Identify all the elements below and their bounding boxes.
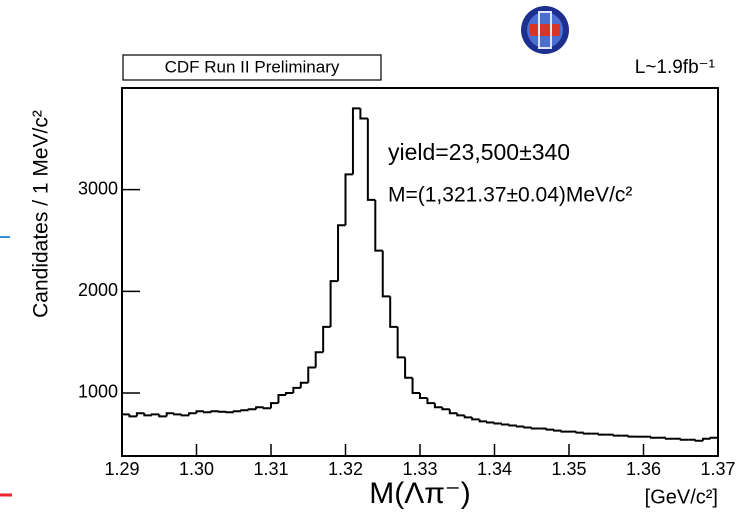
histogram-bin (523, 426, 532, 429)
histogram-bin (195, 410, 204, 414)
histogram-bin (627, 435, 637, 438)
histogram-bin (560, 430, 569, 433)
histogram-bin (121, 413, 130, 456)
histogram-bin (277, 394, 286, 404)
histogram-bin (471, 417, 480, 421)
logo (521, 6, 569, 54)
histogram-bin (307, 366, 316, 383)
histogram-bin (284, 391, 294, 396)
histogram-bin (396, 326, 406, 359)
histogram-bin (404, 357, 413, 379)
histogram-bin (709, 436, 718, 439)
x-tick-label: 1.30 (179, 459, 214, 479)
label-box-text: CDF Run II Preliminary (165, 57, 340, 76)
histogram-bin (314, 351, 324, 368)
x-tick-label: 1.29 (104, 459, 139, 479)
histogram-bin (173, 413, 182, 416)
histogram-bin (366, 118, 376, 201)
histogram-bin (255, 406, 264, 410)
histogram-bin (135, 412, 145, 417)
histogram-bin (337, 224, 346, 282)
histogram-bin (664, 437, 674, 440)
histogram-bin (359, 108, 368, 120)
histogram-bin (322, 325, 331, 353)
plot-frame (121, 87, 719, 457)
x-axis-label: M(Λπ⁻) (369, 477, 471, 510)
y-tick-label: 2000 (78, 280, 118, 300)
y-tick-label: 3000 (78, 178, 118, 198)
histogram-bin (553, 429, 562, 432)
histogram-bin (299, 381, 309, 388)
histogram-bin (270, 402, 279, 409)
x-tick-label: 1.37 (700, 459, 735, 479)
histogram-bin (448, 409, 458, 415)
histogram-bin (463, 415, 473, 419)
plot-area: 1.29 1.30 1.31 1.32 1.33 1.34 1.35 1.36 1.37 1000… (78, 107, 736, 479)
luminosity: L~1.9fb⁻¹ (635, 57, 715, 78)
histogram-bin (478, 419, 488, 423)
histogram-bin (486, 421, 495, 424)
histogram-bin (694, 439, 704, 442)
histogram-bin (441, 407, 450, 411)
histogram-bin (545, 428, 555, 431)
histogram-bin (351, 107, 361, 175)
histogram-bin (262, 407, 271, 410)
histogram-bin (530, 427, 540, 430)
histogram-bin (217, 410, 227, 413)
y-axis-label: Candidates / 1 MeV/c² (30, 110, 53, 318)
histogram-bin (225, 411, 234, 414)
histogram-bin (582, 432, 592, 435)
histogram-bin (202, 411, 212, 414)
annotation: M=(1,321.37±0.04)MeV/c² (388, 184, 632, 207)
histogram-bin (500, 423, 510, 426)
x-tick-label: 1.34 (477, 459, 512, 479)
histogram-bin (575, 431, 584, 434)
histogram-bin (150, 413, 160, 416)
histogram-bin (188, 412, 197, 416)
y-tick-label: 1000 (78, 382, 118, 402)
histogram-bin (344, 173, 353, 226)
x-tick-label: 1.32 (328, 459, 363, 479)
x-tick-label: 1.31 (253, 459, 288, 479)
histogram-bin (329, 280, 339, 327)
histogram-bin (389, 296, 398, 328)
histogram-bin (493, 422, 502, 425)
histogram-bin (679, 438, 689, 441)
histogram-bin (165, 412, 175, 417)
histogram-bin (515, 425, 525, 428)
histogram-bin (508, 424, 517, 427)
x-tick-label: 1.36 (626, 459, 661, 479)
histogram-bin (232, 410, 242, 413)
histogram-bin (240, 409, 249, 412)
x-tick-label: 1.33 (402, 459, 437, 479)
histogram-bin (612, 434, 622, 437)
histogram-bin (419, 392, 428, 400)
histogram-bin (210, 410, 219, 413)
histogram-bin (180, 414, 190, 417)
histogram-bin (702, 437, 711, 441)
histogram-bin (411, 377, 420, 394)
label-box (122, 54, 382, 81)
histogram-bin (128, 414, 137, 418)
histogram-bin (374, 199, 383, 252)
histogram-bin (649, 436, 659, 439)
x-tick-label: 1.35 (551, 459, 586, 479)
histogram-bin (597, 433, 607, 436)
histogram-bin (433, 403, 443, 409)
x-axis-unit: [GeV/c²] (645, 486, 718, 508)
histogram-bin (426, 398, 435, 405)
histogram-bin (143, 413, 152, 417)
histogram-bin (158, 414, 167, 418)
annotation: yield=23,500±340 (388, 139, 570, 165)
histogram-bin (247, 408, 257, 411)
histogram-bin (456, 413, 465, 417)
histogram-bin (381, 250, 391, 298)
histogram-bin (292, 386, 301, 393)
